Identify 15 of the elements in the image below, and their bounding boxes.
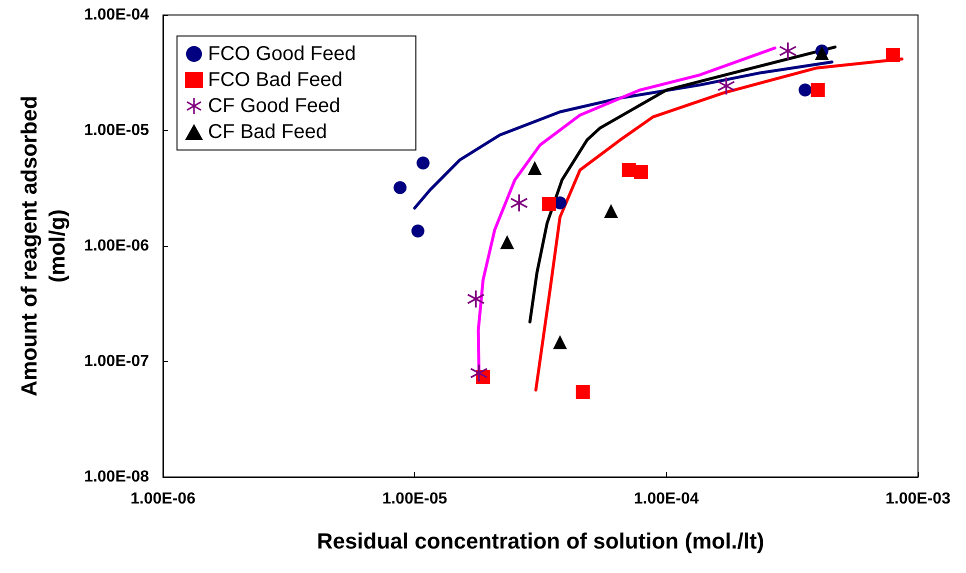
y-tick-label: 1.00E-07 [84, 353, 150, 370]
x-tick-label: 1.00E-04 [634, 490, 699, 508]
x-tick-label: 1.00E-06 [130, 490, 196, 508]
y-axis-title: Amount of reagent adsorbed (mol/g) [16, 96, 70, 396]
x-tick-label: 1.00E-05 [382, 490, 448, 508]
legend-label: FCO Bad Feed [208, 69, 343, 91]
x-tick-label: 1.00E-03 [886, 490, 951, 508]
x-axis-title: Residual concentration of solution (mol./lt) [316, 528, 764, 554]
y-tick-label: 1.00E-04 [84, 6, 150, 24]
y-tick-label: 1.00E-06 [84, 238, 150, 254]
legend-label: CF Good Feed [208, 95, 340, 117]
y-tick-label: 1.00E-08 [84, 468, 150, 486]
legend-label: CF Bad Feed [208, 121, 327, 143]
legend-label: FCO Good Feed [208, 43, 356, 65]
y-tick-label: 1.00E-05 [84, 122, 150, 139]
